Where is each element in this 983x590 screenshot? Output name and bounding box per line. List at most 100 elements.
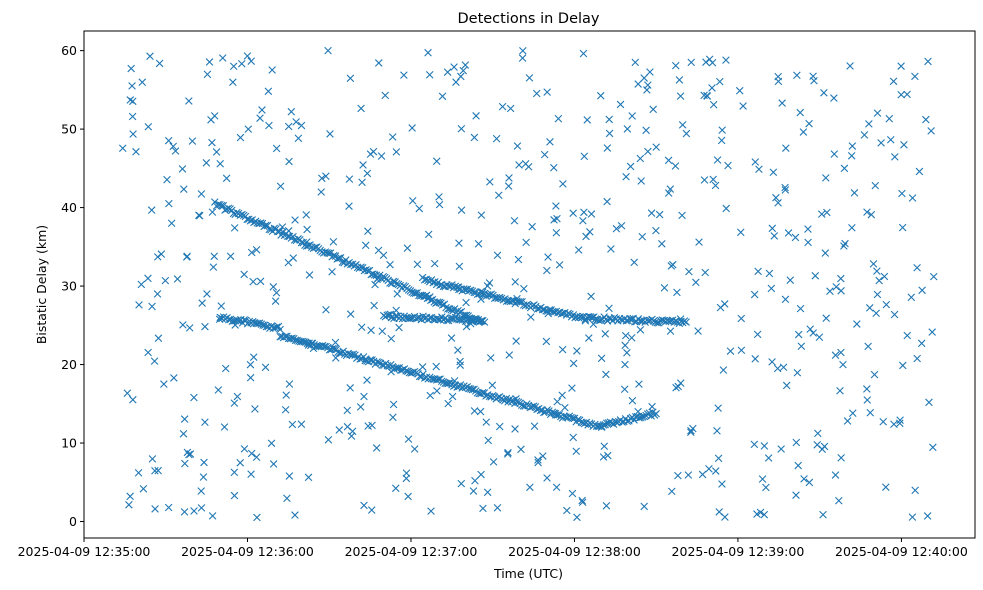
track-point xyxy=(276,325,284,334)
clutter-point xyxy=(578,496,586,505)
clutter-point xyxy=(587,292,595,301)
track-point xyxy=(415,372,424,381)
clutter-point xyxy=(890,310,899,319)
x-tick-label: 2025-04-09 12:40:00 xyxy=(835,544,968,559)
clutter-point xyxy=(486,178,494,186)
clutter-point xyxy=(251,405,259,413)
clutter-point xyxy=(243,52,252,60)
clutter-point xyxy=(164,136,173,145)
clutter-point xyxy=(623,348,631,357)
clutter-point xyxy=(165,199,173,208)
clutter-point xyxy=(621,331,630,340)
clutter-point xyxy=(229,78,237,87)
x-tick-label: 2025-04-09 12:35:00 xyxy=(18,544,151,559)
clutter-point xyxy=(456,357,464,366)
clutter-point xyxy=(230,399,239,407)
clutter-point xyxy=(199,473,208,481)
clutter-point xyxy=(739,102,747,110)
clutter-point xyxy=(123,389,132,397)
clutter-point xyxy=(758,475,767,483)
clutter-point xyxy=(799,128,808,136)
clutter-point xyxy=(750,440,759,449)
clutter-point xyxy=(285,157,293,166)
clutter-point xyxy=(284,122,293,131)
clutter-point xyxy=(540,150,549,159)
clutter-point xyxy=(190,393,198,402)
clutter-point xyxy=(599,453,608,461)
clutter-point xyxy=(805,119,813,128)
clutter-point xyxy=(455,239,463,247)
clutter-point xyxy=(151,505,159,513)
clutter-point xyxy=(200,458,208,467)
clutter-point xyxy=(448,392,457,401)
clutter-point xyxy=(810,76,818,85)
clutter-point xyxy=(552,483,561,492)
clutter-point xyxy=(671,162,680,170)
clutter-point xyxy=(685,267,693,276)
clutter-point xyxy=(444,399,452,408)
clutter-point xyxy=(751,355,759,363)
track-point xyxy=(222,205,231,213)
clutter-point xyxy=(711,467,720,475)
clutter-point xyxy=(617,221,626,230)
clutter-point xyxy=(843,417,852,425)
clutter-point xyxy=(782,144,790,152)
clutter-point xyxy=(674,382,682,391)
clutter-point xyxy=(297,420,306,428)
clutter-point xyxy=(197,487,205,495)
clutter-point xyxy=(357,104,365,113)
clutter-point xyxy=(183,252,191,261)
clutter-point xyxy=(928,328,936,336)
clutter-point xyxy=(835,496,843,505)
clutter-point xyxy=(820,88,828,97)
clutter-point xyxy=(579,216,587,225)
clutter-point xyxy=(240,270,248,279)
clutter-point xyxy=(489,458,498,466)
clutter-point xyxy=(488,381,497,390)
clutter-point xyxy=(836,386,844,395)
clutter-point xyxy=(755,165,763,174)
clutter-point xyxy=(150,357,159,365)
clutter-point xyxy=(360,392,368,401)
clutter-point xyxy=(635,380,643,388)
clutter-point xyxy=(443,68,452,76)
clutter-point xyxy=(173,275,182,283)
clutter-point xyxy=(722,56,730,64)
clutter-point xyxy=(530,422,539,430)
scatter-points xyxy=(118,46,938,522)
clutter-point xyxy=(637,177,646,185)
clutter-point xyxy=(718,480,726,488)
clutter-point xyxy=(644,147,652,156)
clutter-point xyxy=(703,91,711,100)
clutter-point xyxy=(837,348,845,357)
clutter-point xyxy=(370,301,378,310)
clutter-point xyxy=(452,78,460,86)
clutter-point xyxy=(377,152,386,160)
clutter-point xyxy=(366,150,375,158)
clutter-point xyxy=(185,450,193,459)
clutter-point xyxy=(403,244,412,252)
clutter-point xyxy=(374,246,383,255)
clutter-point xyxy=(190,507,198,515)
clutter-point xyxy=(793,71,801,80)
clutter-point xyxy=(504,448,512,457)
clutter-point xyxy=(210,112,219,120)
track-point xyxy=(466,385,475,393)
clutter-point xyxy=(246,360,255,369)
clutter-point xyxy=(655,210,664,219)
y-axis-label: Bistatic Delay (km) xyxy=(34,225,49,344)
clutter-point xyxy=(580,152,589,161)
clutter-point xyxy=(772,193,780,202)
clutter-point xyxy=(922,115,930,124)
clutter-point xyxy=(474,240,483,248)
track-point xyxy=(528,403,536,411)
clutter-point xyxy=(793,368,802,377)
clutter-point xyxy=(929,443,937,452)
clutter-point xyxy=(154,334,163,343)
clutter-point xyxy=(652,143,660,151)
clutter-point xyxy=(600,442,609,451)
clutter-point xyxy=(389,413,397,422)
clutter-point xyxy=(180,415,189,423)
clutter-point xyxy=(605,115,613,124)
